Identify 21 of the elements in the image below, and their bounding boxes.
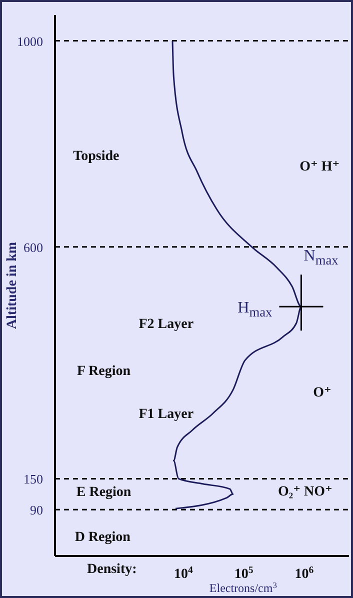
x-tick-label: 10$^{5}$ [234, 564, 254, 582]
y-axis-title: Altitude in km [5, 242, 20, 330]
annotation: Topside [73, 148, 120, 165]
y-tick-label: 150 [24, 472, 43, 487]
y-tick-label: 90 [30, 502, 43, 518]
annotation: D Region [74, 530, 130, 546]
annotation: N$_{max}$ [304, 248, 338, 270]
y-tick-label: 600 [24, 240, 43, 255]
annotation: O₂⁺ NO⁺ [278, 484, 332, 501]
annotation: F Region [77, 364, 131, 380]
annotation: F2 Layer [138, 316, 194, 333]
annotation: E Region [76, 485, 132, 502]
x-axis-title: Electrons/cm$^{3}$ [209, 580, 277, 595]
x-tick-label: 10$^{6}$ [294, 564, 314, 582]
annotation: O⁺ H⁺ [300, 158, 340, 176]
text: Density: [87, 562, 137, 578]
annotation: H$_{max}$ [238, 299, 272, 320]
annotation: F1 Layer [138, 406, 194, 423]
y-tick-label: 1000 [17, 34, 43, 49]
x-tick-label: 10$^{4}$ [174, 564, 193, 582]
annotation: O⁺ [313, 384, 332, 402]
